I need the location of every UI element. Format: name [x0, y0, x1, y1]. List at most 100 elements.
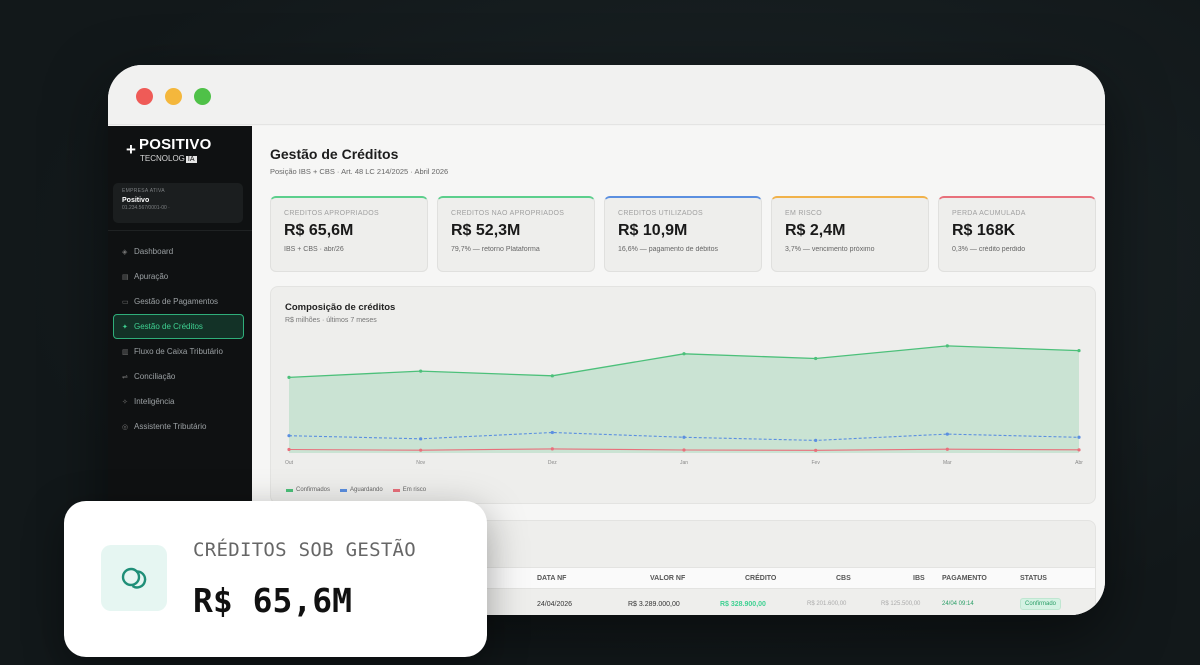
column-header-status[interactable]: STATUS: [1020, 575, 1047, 582]
data-point[interactable]: [945, 432, 949, 436]
kpi-note: 0,3% — crédito perdido: [952, 246, 1026, 253]
data-point[interactable]: [814, 356, 818, 361]
calculator-icon: ▤: [122, 273, 129, 281]
kpi-card[interactable]: EM RISCO R$ 2,4M 3,7% — vencimento próximo: [771, 196, 929, 272]
data-point[interactable]: [1077, 435, 1081, 439]
legend-item[interactable]: Aguardando: [340, 487, 383, 493]
kpi-card[interactable]: CRÉDITOS APROPRIADOS R$ 65,6M IBS + CBS · …: [270, 196, 428, 272]
data-point[interactable]: [814, 438, 818, 442]
sidebar-item-dashboard[interactable]: ◈ Dashboard: [113, 239, 244, 264]
legend-item[interactable]: Em risco: [392, 487, 426, 493]
company-selector[interactable]: EMPRESA ATIVA Positivo 01.234.567/0001-0…: [113, 183, 243, 223]
credits-icon: ✦: [122, 323, 128, 331]
sidebar-item-label: Conciliação: [134, 372, 176, 381]
logo-plus-icon: +: [126, 140, 136, 159]
kpi-note: 3,7% — vencimento próximo: [785, 246, 875, 253]
data-point[interactable]: [287, 447, 291, 452]
sidebar-item-label: Fluxo de Caixa Tributário: [134, 347, 223, 356]
intelligence-icon: ✧: [122, 398, 128, 406]
minimize-window-button[interactable]: [165, 88, 182, 105]
assistant-icon: ◎: [122, 423, 129, 431]
x-tick-label: Nov: [416, 460, 425, 466]
sidebar-item-label: Gestão de Pagamentos: [134, 297, 219, 306]
sidebar-item-inteligencia[interactable]: ✧ Inteligência: [113, 389, 244, 414]
column-header-pagamento[interactable]: PAGAMENTO: [942, 575, 987, 582]
chart-plot: Out Nov Dez Jan Fev Mar Abr: [285, 344, 1083, 466]
kpi-note: IBS + CBS · abr/26: [284, 246, 344, 253]
legend-label: Aguardando: [350, 487, 383, 493]
column-header-data-nf[interactable]: DATA NF: [537, 575, 567, 582]
kpi-note: 79,7% — retorno Plataforma: [451, 246, 540, 253]
sidebar-item-assistente-tributario[interactable]: ◎ Assistente Tributário: [113, 414, 244, 439]
credit-composition-chart: Composição de créditos R$ milhões · últi…: [270, 286, 1096, 504]
data-point[interactable]: [1077, 349, 1081, 353]
series-area-confirmados: [289, 345, 1079, 453]
data-point[interactable]: [945, 447, 949, 451]
data-point[interactable]: [682, 435, 686, 439]
row-ibs: R$ 125.500,00: [881, 601, 921, 607]
legend-item[interactable]: Confirmados: [286, 487, 330, 493]
page-subtitle: Posição IBS + CBS · Art. 48 LC 214/2025 …: [270, 167, 449, 176]
sidebar-item-gestao-de-creditos[interactable]: ✦ Gestão de Créditos: [113, 314, 244, 339]
legend-swatch: [340, 488, 348, 492]
sidebar-item-label: Inteligência: [134, 397, 175, 406]
dashboard-icon: ◈: [122, 248, 128, 256]
data-point[interactable]: [419, 437, 423, 441]
legend-swatch: [286, 488, 293, 492]
legend-swatch: [392, 488, 400, 492]
row-valor-nf: R$ 3.289.000,00: [628, 601, 680, 608]
logo-ia-badge: IA: [185, 156, 197, 163]
company-name: Positivo: [122, 197, 150, 204]
coins-icon: [101, 545, 167, 611]
data-point[interactable]: [419, 448, 423, 452]
column-header-credito[interactable]: CRÉDITO: [745, 575, 777, 582]
legend-label: Confirmados: [296, 487, 331, 493]
chart-legend: Confirmados Aguardando Em risco: [286, 487, 426, 493]
page-title: Gestão de Créditos: [270, 146, 399, 162]
kpi-label: PERDA ACUMULADA: [952, 210, 1026, 217]
data-point[interactable]: [550, 447, 554, 451]
data-point[interactable]: [287, 434, 291, 438]
logo-tagline: TECNOLOG IA: [140, 154, 197, 163]
data-point[interactable]: [682, 352, 686, 356]
sidebar-item-label: Gestão de Créditos: [134, 322, 203, 331]
x-tick-label: Abr: [1075, 460, 1083, 466]
data-point[interactable]: [1077, 448, 1081, 452]
x-tick-label: Mar: [943, 460, 952, 466]
company-cnpj: 01.234.567/0001-00 ·: [122, 205, 170, 211]
sidebar-item-label: Dashboard: [134, 247, 174, 256]
x-tick-label: Jan: [680, 460, 688, 466]
kpi-card[interactable]: PERDA ACUMULADA R$ 168K 0,3% — crédito per…: [938, 196, 1096, 272]
sidebar-item-gestao-de-pagamentos[interactable]: ▭ Gestão de Pagamentos: [113, 289, 244, 314]
sidebar-item-apuracao[interactable]: ▤ Apuração: [113, 264, 244, 289]
sidebar-item-fluxo-de-caixa-tributario[interactable]: ▥ Fluxo de Caixa Tributário: [113, 339, 244, 364]
data-point[interactable]: [814, 448, 818, 452]
data-point[interactable]: [287, 375, 291, 379]
data-point[interactable]: [550, 430, 554, 435]
sidebar-item-label: Apuração: [134, 272, 169, 281]
sidebar-item-conciliacao[interactable]: ⇌ Conciliação: [113, 364, 244, 389]
close-window-button[interactable]: [136, 88, 153, 105]
x-tick-label: Fev: [811, 460, 820, 466]
kpi-note: 16,6% — pagamento de débitos: [618, 246, 719, 253]
maximize-window-button[interactable]: [194, 88, 211, 105]
kpi-card[interactable]: CRÉDITOS UTILIZADOS R$ 10,9M 16,6% — pagam…: [604, 196, 762, 272]
kpi-label: EM RISCO: [785, 210, 823, 217]
company-label: EMPRESA ATIVA: [122, 188, 165, 194]
overlay-label: CRÉDITOS SOB GESTÃO: [193, 539, 417, 561]
kpi-value: R$ 2,4M: [785, 222, 846, 239]
column-header-ibs[interactable]: IBS: [913, 575, 925, 582]
chart-subtitle: R$ milhões · últimos 7 meses: [285, 317, 377, 324]
data-point[interactable]: [419, 369, 423, 373]
overlay-value: R$ 65,6M: [193, 581, 352, 620]
column-header-valor-nf[interactable]: VALOR NF: [650, 575, 686, 582]
kpi-card[interactable]: CRÉDITOS NÃO APROPRIADOS R$ 52,3M 79,7% — …: [437, 196, 595, 272]
column-header-cbs[interactable]: CBS: [836, 575, 851, 582]
cashflow-icon: ▥: [122, 348, 129, 356]
kpi-label: CRÉDITOS UTILIZADOS: [618, 210, 703, 217]
data-point[interactable]: [550, 374, 554, 378]
data-point[interactable]: [682, 448, 686, 452]
x-tick-label: Dez: [548, 460, 557, 466]
kpi-value: R$ 65,6M: [284, 222, 354, 239]
data-point[interactable]: [945, 344, 949, 348]
